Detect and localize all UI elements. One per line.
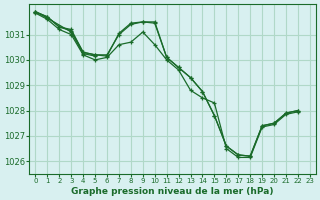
X-axis label: Graphe pression niveau de la mer (hPa): Graphe pression niveau de la mer (hPa)	[71, 187, 274, 196]
